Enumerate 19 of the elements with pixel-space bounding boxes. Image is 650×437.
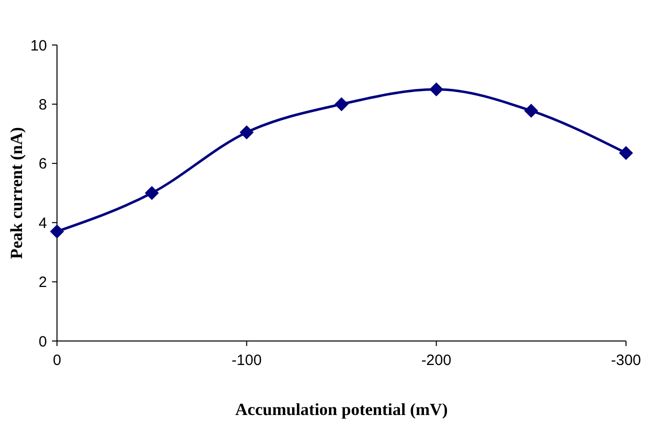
point bbox=[524, 104, 538, 118]
point bbox=[619, 146, 633, 160]
y-tick-label: 10 bbox=[30, 37, 47, 54]
x-tick-label: 0 bbox=[52, 352, 62, 369]
y-tick-label: 8 bbox=[38, 96, 47, 114]
y-tick-label: 0 bbox=[38, 333, 47, 350]
x-tick-label: -300 bbox=[610, 352, 642, 369]
y-tick-label: 4 bbox=[38, 214, 47, 232]
point bbox=[50, 224, 64, 238]
point bbox=[334, 97, 348, 112]
point bbox=[144, 186, 159, 200]
y-tick-label: 2 bbox=[38, 274, 47, 292]
x-axis-title: Accumulation potential (mV) bbox=[235, 400, 448, 419]
x-tick-label: -100 bbox=[232, 352, 262, 369]
point bbox=[240, 125, 254, 140]
x-tick-label: -200 bbox=[421, 352, 452, 369]
y-axis-title: Peak current (nA) bbox=[7, 127, 26, 259]
y-tick-label: 6 bbox=[38, 156, 47, 173]
point bbox=[429, 82, 444, 96]
